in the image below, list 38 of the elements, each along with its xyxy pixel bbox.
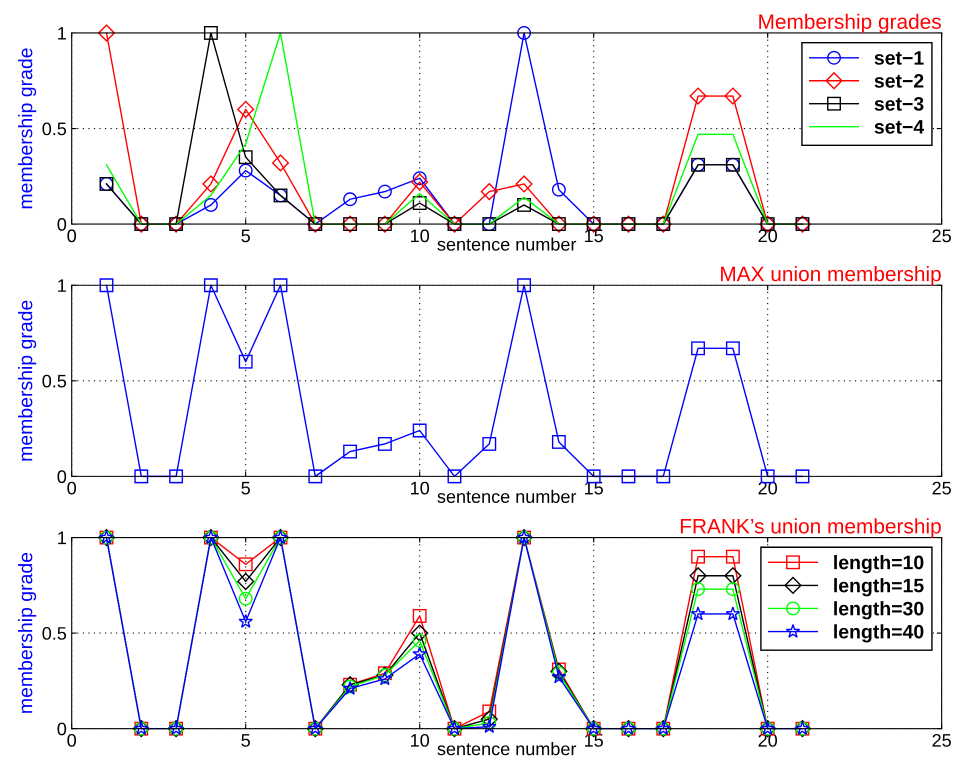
y-tick-label: 0.5 xyxy=(42,627,66,640)
y-axis-title: membership grade xyxy=(18,300,36,461)
y-tick-label: 0 xyxy=(58,218,66,231)
chart-title: MAX union membership xyxy=(721,266,941,286)
x-tick-label: 5 xyxy=(241,734,250,747)
x-tick-label: 10 xyxy=(411,229,430,242)
y-tick-label: 0 xyxy=(58,470,66,484)
chart-title: Membership grades xyxy=(759,14,941,34)
x-tick-label: 5 xyxy=(241,482,250,494)
y-tick-label: 1 xyxy=(58,279,66,292)
x-tick-label: 10 xyxy=(411,482,430,494)
x-tick-label: 25 xyxy=(932,229,951,242)
legend-label: length=10 xyxy=(834,555,924,574)
chart-title: FRANK’s union membership xyxy=(680,518,941,538)
x-tick-label: 5 xyxy=(241,230,250,242)
y-tick-label: 1 xyxy=(58,27,66,40)
y-tick-label: 0.5 xyxy=(42,122,66,136)
x-axis-title: sentence number xyxy=(437,237,576,251)
y-axis-title: membership grade xyxy=(18,552,36,713)
legend-label: length=15 xyxy=(834,578,924,596)
x-axis-title: sentence number xyxy=(437,490,576,503)
y-tick-label: 1 xyxy=(58,532,66,544)
legend-label: set−2 xyxy=(874,74,924,88)
x-tick-label: 10 xyxy=(411,734,430,747)
y-tick-label: 0 xyxy=(58,722,66,736)
x-tick-label: 25 xyxy=(932,734,951,747)
legend-label: length=40 xyxy=(834,624,924,642)
legend-label: set−4 xyxy=(874,120,924,134)
legend-label: set−3 xyxy=(874,96,924,111)
x-tick-label: 25 xyxy=(932,482,951,494)
x-tick-label: 0 xyxy=(67,734,76,747)
x-axis-title: sentence number xyxy=(437,742,576,756)
y-axis-title: membership grade xyxy=(18,48,36,208)
legend-label: length=30 xyxy=(834,601,924,620)
x-tick-label: 0 xyxy=(67,482,76,494)
x-tick-label: 0 xyxy=(67,229,76,242)
legend-label: set−1 xyxy=(874,51,924,65)
y-tick-label: 0.5 xyxy=(42,374,66,388)
